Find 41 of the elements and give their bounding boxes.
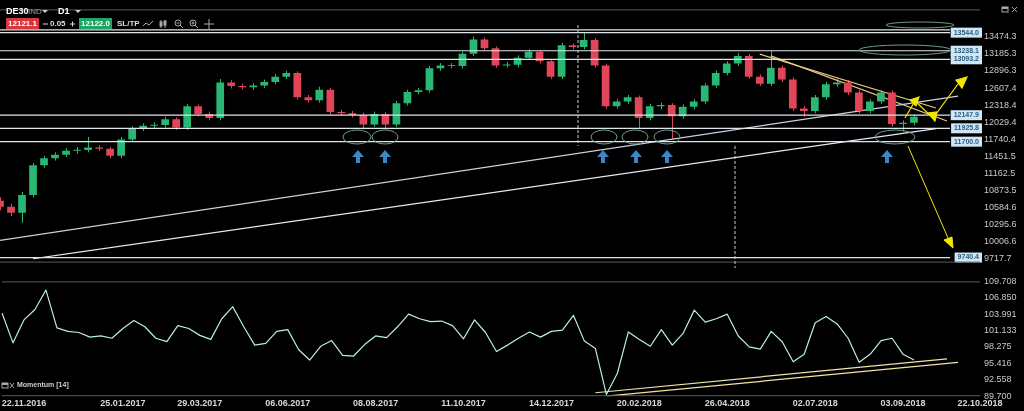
x-tick-label: 26.04.2018 (704, 398, 750, 409)
y-tick-label: 103.991 (984, 308, 1017, 319)
y-tick-label: 10584.6 (984, 202, 1017, 213)
annotation: 12122.0 (79, 18, 112, 29)
y-tick-label: 10006.6 (984, 236, 1017, 247)
annotation: DE30 (6, 6, 29, 16)
y-tick-label: 109.708 (984, 275, 1017, 286)
annotation: SL/TP (117, 19, 140, 28)
annotation: 12121.1 (6, 18, 39, 29)
y-tick-label: 10295.6 (984, 219, 1017, 230)
y-tick-label: 12318.4 (984, 99, 1017, 110)
x-tick-label: 02.07.2018 (792, 398, 838, 409)
y-tick-label: 12029.4 (984, 116, 1017, 127)
y-tick-label: 92.558 (984, 374, 1012, 385)
x-tick-label: 06.06.2017 (265, 398, 311, 409)
y-tick-label: 11740.4 (984, 133, 1016, 144)
x-tick-label: 22.11.2016 (1, 398, 47, 409)
y-tick-label: 11451.5 (984, 150, 1016, 161)
y-tick-label: 101.133 (984, 325, 1017, 336)
x-tick-label: 14.12.2017 (528, 398, 574, 409)
y-tick-label: 98.275 (984, 341, 1012, 352)
x-tick-label: 11.10.2017 (441, 398, 486, 409)
y-tick-label: 13474.3 (984, 31, 1017, 42)
y-tick-label: 89.700 (984, 390, 1012, 401)
y-tick-label: 11162.5 (984, 167, 1016, 178)
x-tick-label: 25.01.2017 (100, 398, 146, 409)
x-tick-label: 29.03.2017 (177, 398, 223, 409)
x-tick-label: 20.02.2018 (616, 398, 662, 409)
y-tick-label: 12896.3 (984, 65, 1017, 76)
x-tick-label: 22.10.2018 (957, 398, 1003, 409)
annotation: IND (28, 7, 42, 16)
y-tick-label: 95.416 (984, 357, 1012, 368)
annotation: 0.05 (50, 19, 66, 28)
x-tick-label: 03.09.2018 (880, 398, 926, 409)
annotation: D1 (58, 6, 70, 16)
y-tick-label: 13185.3 (984, 48, 1017, 59)
y-tick-label: 106.850 (984, 292, 1017, 303)
y-tick-label: 9717.7 (984, 253, 1012, 264)
x-tick-label: 08.08.2017 (353, 398, 399, 409)
y-tick-label: 12607.4 (984, 82, 1017, 93)
y-tick-label: 10873.5 (984, 185, 1017, 196)
